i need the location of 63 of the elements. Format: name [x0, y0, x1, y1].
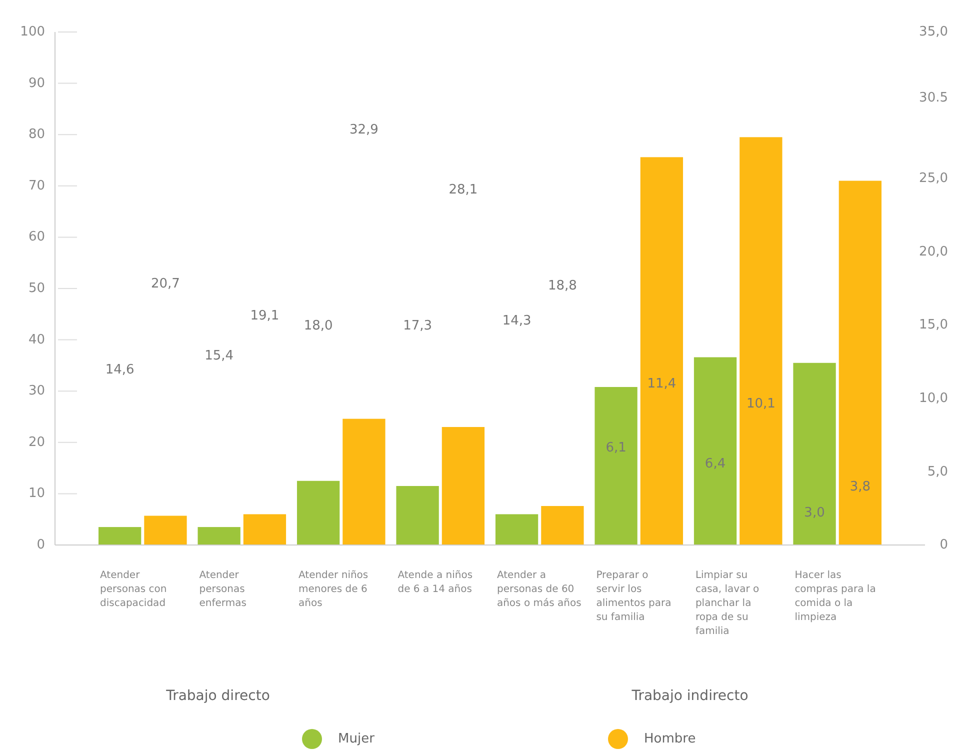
bar: [144, 516, 187, 545]
y-tick-label: 70: [28, 178, 45, 194]
annotation: 3,8: [850, 480, 871, 495]
x-tick-label: Hacer las compras para la comida o la limpieza: [794, 570, 876, 623]
annotation: 14,3: [502, 314, 532, 329]
bar: [640, 157, 684, 545]
y2-tick-label: 15,0: [919, 318, 948, 333]
bar: [342, 418, 386, 545]
y-tick-label: 50: [28, 281, 45, 296]
y-tick-label: 0: [36, 538, 45, 553]
bar: [838, 180, 882, 545]
y2-tick-label: 25,0: [919, 171, 948, 186]
annotation: 28,1: [448, 182, 478, 198]
x-tick-label: Atender a personas de 60 años o más años: [496, 570, 582, 609]
y-tick-label: 40: [28, 332, 45, 348]
x-tick-label: Atender personas con discapacidad: [100, 570, 167, 609]
bar: [495, 514, 538, 545]
annotation: 17,3: [403, 318, 432, 334]
annotation: 6,1: [606, 440, 626, 456]
annotation: 14,6: [105, 362, 134, 378]
bar: [396, 486, 439, 545]
bar: [442, 427, 485, 545]
y2-tick-label: 30.5: [919, 90, 948, 106]
bar: [243, 514, 286, 545]
y-tick-label: 100: [20, 24, 45, 40]
y2-tick-label: 10,0: [919, 390, 948, 406]
annotation: 3,0: [804, 506, 825, 521]
y2-tick-label: 5,0: [927, 464, 948, 480]
annotation: 20,7: [151, 276, 180, 292]
y2-tick-label: 20,0: [919, 244, 948, 260]
y-tick-label: 10: [28, 486, 45, 502]
bar: [740, 137, 782, 545]
y-tick-label: 30: [28, 384, 45, 399]
annotation: 32,9: [349, 122, 378, 138]
annotation: 19,1: [250, 308, 280, 324]
x-tick-label: Atender niños menores de 6 años: [298, 570, 368, 609]
bar: [296, 480, 340, 545]
bar: [793, 362, 836, 545]
x-tick-label: Preparar o servir los alimentos para su familia: [596, 570, 672, 623]
annotation: 18,0: [304, 318, 333, 334]
legend-label: Mujer: [338, 732, 376, 747]
bar: [594, 386, 638, 545]
annotation: 15,4: [204, 348, 234, 364]
bar: [694, 357, 737, 545]
x-tick-label: Atender personas enfermas: [199, 570, 246, 609]
annotation: 10,1: [746, 396, 776, 412]
bar: [198, 527, 240, 545]
y-tick-label: 80: [28, 127, 45, 142]
x-tick-label: Limpiar su casa, lavar o planchar la ropa de su familia: [695, 570, 760, 637]
annotation: 11,4: [647, 376, 676, 392]
annotation: 18,8: [548, 278, 577, 294]
text: Trabajo indirecto: [630, 688, 748, 704]
y2-tick-label: 35,0: [919, 24, 948, 40]
legend-label: Hombre: [644, 732, 696, 747]
y2-tick-label: 0: [940, 538, 948, 553]
x-tick-label: Atende a niños de 6 a 14 años: [398, 570, 473, 595]
bar: [541, 506, 584, 545]
annotation: 6,4: [704, 456, 726, 472]
y-tick-label: 90: [28, 76, 45, 91]
y-tick-label: 60: [28, 230, 45, 245]
text: Trabajo directo: [165, 688, 270, 704]
y-tick-label: 20: [28, 434, 45, 450]
bar: [98, 527, 142, 545]
